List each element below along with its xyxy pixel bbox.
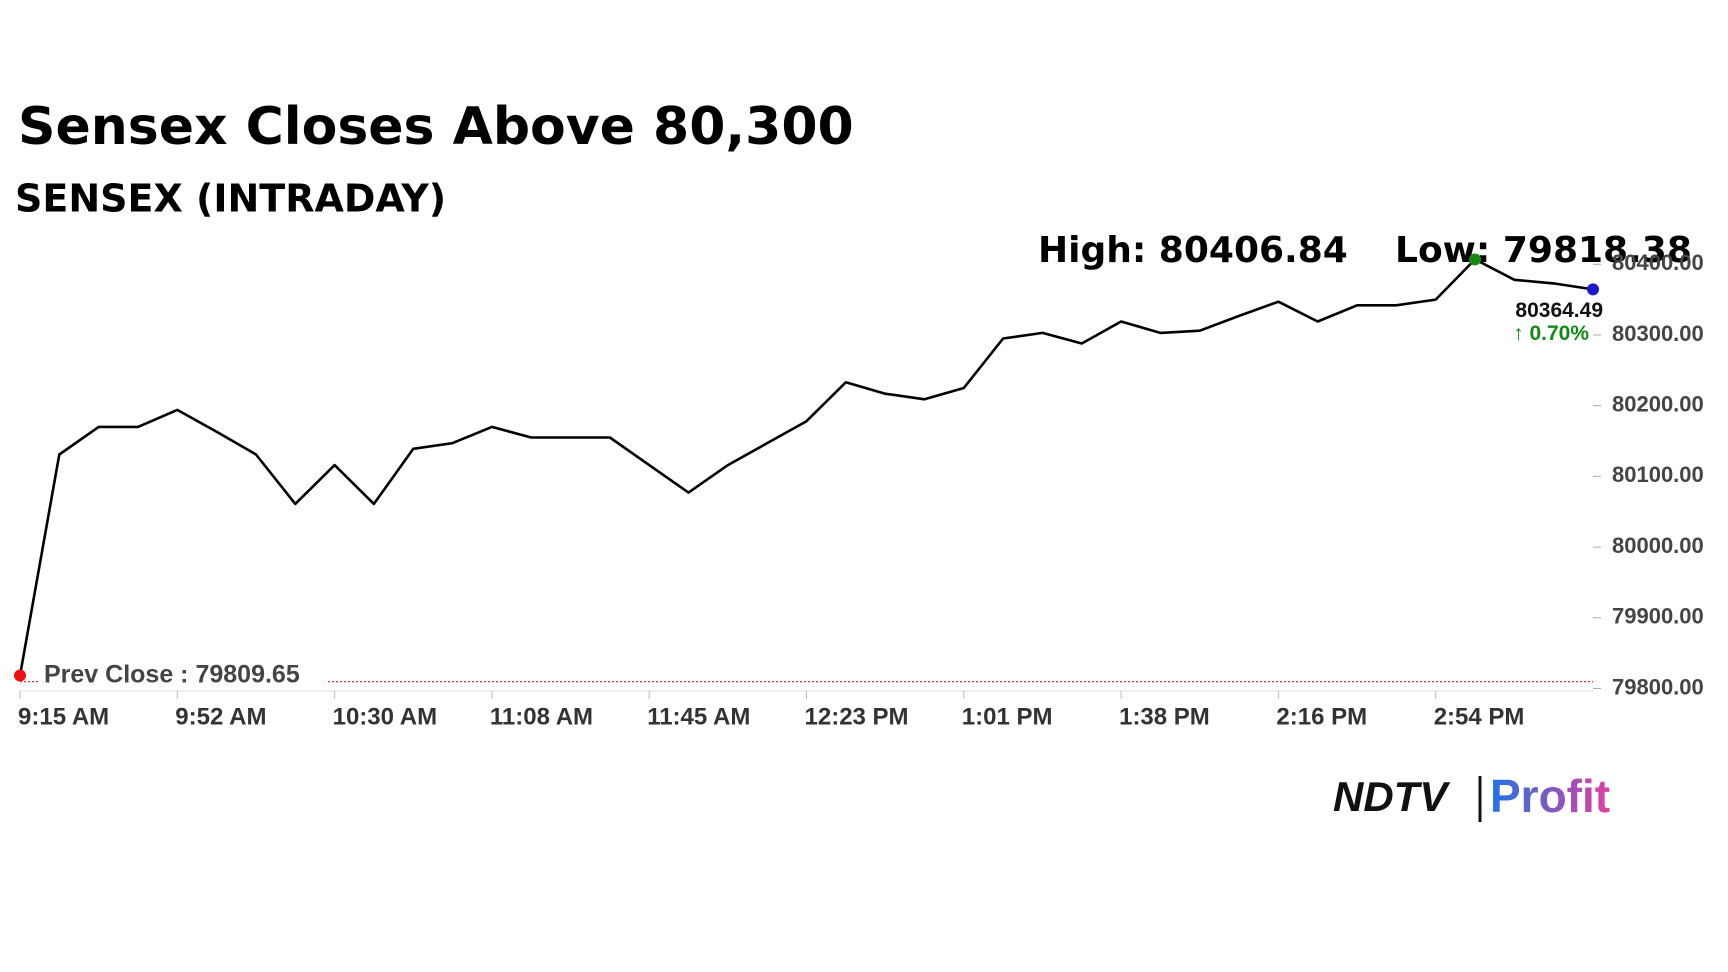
logo: NDTV Profit [1333,770,1610,822]
last-value-label: 80364.49 [1515,299,1603,322]
y-tick-label: 80000.00 [1612,533,1704,558]
y-tick-label: 80100.00 [1612,462,1704,487]
high-marker [1469,253,1482,266]
x-tick-label: 9:15 AM [18,703,109,730]
prev-close-label: Prev Close : 79809.65 [44,660,300,688]
change-label: ↑ 0.70% [1513,322,1589,345]
high-label: High: 80406.84 [1038,230,1348,271]
x-tick-label: 11:08 AM [490,703,593,730]
y-tick-label: 80400.00 [1612,250,1704,275]
x-tick-label: 1:38 PM [1119,703,1210,730]
x-tick-label: 9:52 AM [175,703,266,730]
low-marker [14,669,26,682]
price-line [18,258,1594,676]
x-tick-label: 1:01 PM [962,703,1053,730]
x-tick-label: 11:45 AM [647,703,750,730]
y-tick-label: 79900.00 [1612,604,1704,629]
x-tick-label: 2:16 PM [1276,703,1367,730]
chart-title: Sensex Closes Above 80,300 [18,97,854,157]
chart-subtitle: SENSEX (INTRADAY) [15,177,446,221]
y-tick-label: 80300.00 [1612,321,1704,346]
logo-ndtv: NDTV [1333,773,1450,820]
prev-close-bg [38,659,328,690]
y-tick-label: 80200.00 [1612,391,1704,416]
logo-profit: Profit [1490,770,1610,822]
x-tick-label: 12:23 PM [805,703,909,730]
last-marker [1587,283,1599,296]
y-tick-label: 79800.00 [1612,674,1704,699]
low-label: Low: 79818.38 [1395,230,1692,271]
x-tick-label: 10:30 AM [333,703,437,730]
x-tick-label: 2:54 PM [1434,703,1525,730]
